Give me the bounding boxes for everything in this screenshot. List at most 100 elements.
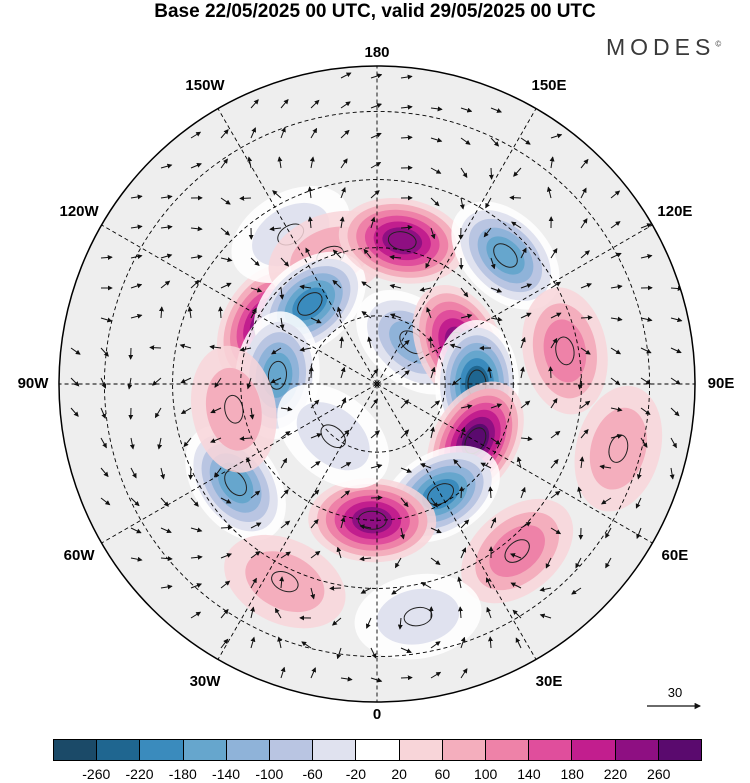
- wind-arrow: [220, 525, 233, 531]
- wind-arrow: [127, 377, 133, 390]
- wind-arrow: [400, 399, 410, 409]
- anomaly-isoline: [267, 360, 287, 390]
- wind-arrow: [280, 457, 288, 469]
- wind-arrow: [70, 377, 80, 387]
- colorbar-tick-label: 220: [603, 766, 628, 782]
- wind-arrow: [520, 486, 526, 499]
- wind-arrow: [190, 583, 203, 589]
- wind-arrow: [670, 317, 683, 323]
- wind-arrow: [159, 306, 164, 319]
- wind-arrow: [400, 527, 405, 540]
- meridian-label: 180: [364, 44, 390, 61]
- wind-arrow: [250, 551, 261, 559]
- colorbar-swatch: [313, 740, 357, 760]
- anomaly-isoline: [357, 510, 387, 530]
- wind-arrow: [332, 249, 342, 259]
- wind-arrow: [610, 284, 623, 290]
- wind-arrow: [213, 467, 222, 478]
- wind-arrow: [610, 377, 621, 386]
- anomaly-isoline: [493, 243, 518, 268]
- colorbar-swatch: [140, 740, 184, 760]
- wind-arrow: [70, 347, 81, 355]
- wind-arrow: [340, 158, 348, 169]
- anomaly-isoline: [320, 424, 346, 449]
- wind-arrow: [546, 186, 552, 199]
- wind-arrow: [400, 429, 410, 439]
- wind-arrow: [485, 197, 492, 209]
- wind-arrow: [430, 137, 443, 143]
- wind-arrow: [250, 522, 262, 529]
- wind-arrow: [100, 437, 107, 449]
- anomaly-contour: [382, 227, 423, 255]
- wind-arrow: [305, 247, 312, 259]
- wind-arrow: [130, 254, 143, 259]
- wind-arrow: [571, 587, 582, 595]
- wind-arrow: [577, 486, 582, 499]
- wind-arrow: [280, 520, 291, 529]
- wind-arrow: [100, 467, 109, 478]
- wind-arrow: [160, 253, 173, 259]
- wind-arrow: [250, 307, 257, 319]
- wind-arrow: [340, 366, 346, 379]
- wind-arrow: [670, 407, 680, 417]
- colorbar-tick-label: 140: [517, 766, 541, 782]
- wind-arrow: [180, 377, 192, 384]
- wind-arrow: [640, 407, 651, 415]
- wind-arrow: [520, 247, 527, 259]
- colorbar-swatch: [442, 740, 487, 760]
- wind-arrow: [340, 516, 346, 529]
- wind-arrow: [490, 437, 501, 445]
- wind-arrow: [299, 284, 312, 290]
- wind-arrow: [580, 187, 587, 199]
- wind-arrow: [359, 556, 372, 562]
- wind-arrow: [490, 287, 503, 293]
- colorbar-tick-label: 260: [647, 766, 671, 782]
- wind-arrow: [460, 636, 466, 649]
- brand-logo: MODES©: [606, 34, 721, 61]
- wind-arrow: [490, 316, 503, 322]
- wind-arrow: [539, 586, 552, 592]
- wind-arrow: [549, 156, 555, 169]
- wind-arrow: [310, 99, 320, 109]
- wind-arrow: [550, 398, 558, 409]
- anomaly-isoline: [297, 292, 323, 316]
- wind-arrow: [610, 433, 623, 439]
- wind-arrow: [190, 554, 203, 560]
- wind-arrow: [670, 347, 682, 354]
- wind-arrow: [308, 366, 314, 379]
- anomaly-center: [461, 498, 574, 604]
- meridian-label: 60W: [63, 547, 95, 564]
- wind-arrow: [430, 106, 443, 112]
- latitude-circle: [240, 247, 514, 521]
- wind-arrow: [130, 527, 142, 534]
- colorbar-tick-label: 60: [434, 766, 451, 782]
- wind-arrow: [310, 518, 319, 529]
- wind-arrow: [190, 280, 200, 289]
- latitude-circle: [308, 315, 446, 453]
- latitude-circle: [172, 179, 582, 589]
- wind-arrow: [419, 287, 432, 292]
- wind-arrow: [220, 580, 231, 589]
- meridian-label: 90W: [17, 375, 49, 392]
- colorbar: [53, 739, 702, 761]
- wind-arrow: [246, 456, 252, 469]
- wind-arrow: [336, 306, 342, 319]
- wind-arrow: [610, 252, 622, 259]
- wind-arrow: [490, 517, 497, 529]
- wind-arrow: [488, 167, 494, 180]
- wind-arrow: [430, 671, 442, 679]
- wind-arrow: [130, 497, 140, 507]
- wind-arrow: [640, 347, 652, 354]
- wind-arrow: [400, 135, 413, 141]
- wind-arrow: [247, 156, 253, 169]
- wind-arrow: [250, 606, 255, 619]
- wind-arrow: [400, 647, 412, 654]
- wind-arrow: [130, 467, 137, 479]
- wind-arrow: [488, 486, 494, 499]
- wind-arrow: [160, 467, 166, 480]
- wind-arrow: [635, 497, 642, 509]
- wind-arrow: [190, 497, 199, 507]
- meridian-label: 120W: [59, 203, 99, 220]
- wind-arrow: [370, 398, 379, 409]
- wind-arrow: [430, 400, 441, 409]
